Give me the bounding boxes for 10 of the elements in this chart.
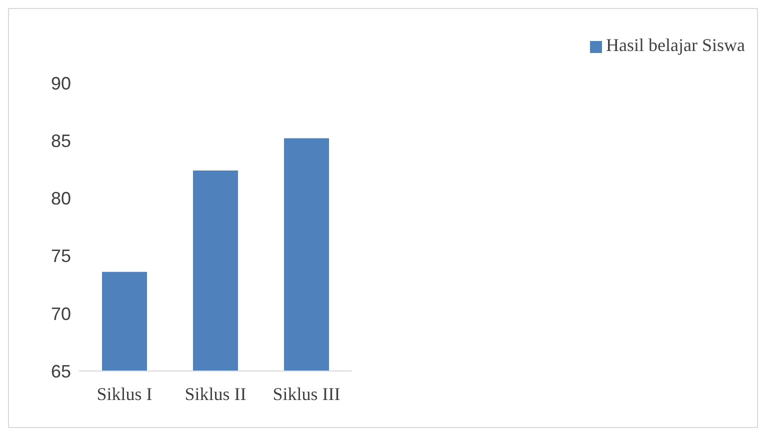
y-tick-label: 70	[50, 304, 71, 324]
y-tick-label: 90	[50, 73, 71, 94]
legend-label: Hasil belajar Siswa	[606, 35, 745, 55]
x-tick-label: Siklus I	[96, 384, 152, 404]
y-tick-label: 65	[50, 361, 71, 382]
x-tick-label: Siklus III	[272, 384, 340, 404]
y-tick-label: 75	[50, 246, 71, 266]
y-tick-label: 85	[50, 130, 71, 151]
x-tick-label: Siklus II	[184, 384, 246, 404]
y-tick-label: 80	[50, 188, 71, 209]
